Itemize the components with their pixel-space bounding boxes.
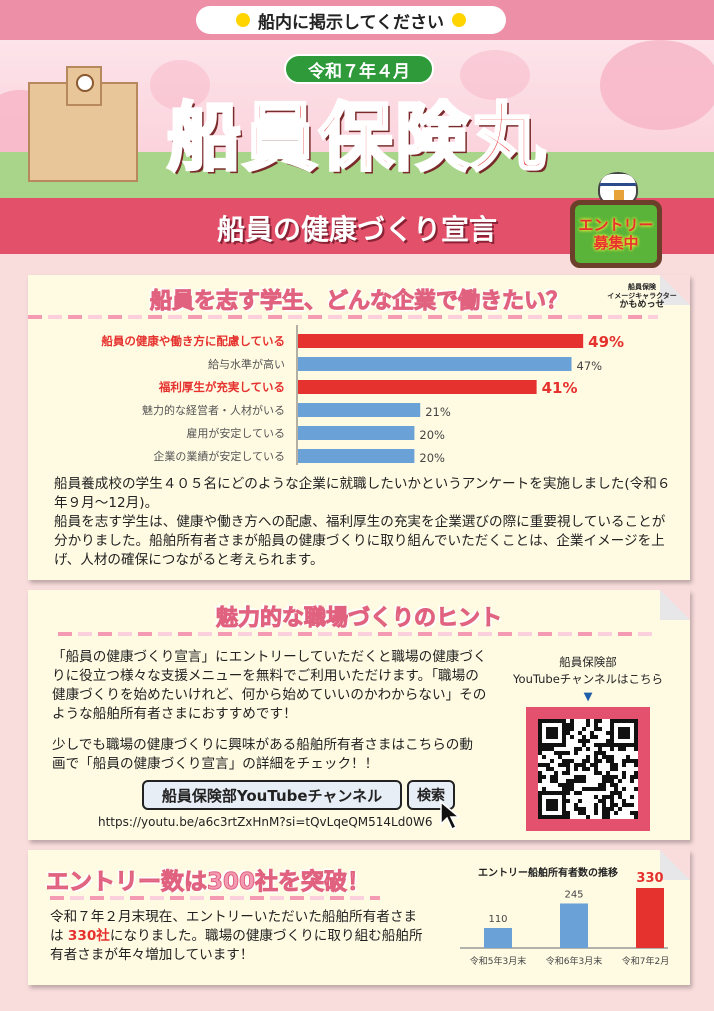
survey-title: 船員を志す学生、どんな企業で働きたい？: [149, 289, 568, 315]
dashed-divider: [28, 315, 658, 319]
header-illustration: 令和７年４月 船員保険丸: [0, 40, 714, 198]
entry-sign-line2: 募集中: [593, 234, 639, 252]
bar: [298, 403, 421, 417]
yellow-dot-icon: [451, 13, 466, 27]
survey-paragraph-1: 船員養成校の学生４０５名にどのような企業に就職したいかというアンケートを実施しま…: [54, 476, 671, 511]
credit-line: イメージキャラクター: [607, 292, 677, 300]
cherry-blossom-icon: [150, 60, 210, 110]
value-label: 41%: [542, 379, 578, 397]
qr-code[interactable]: [538, 719, 638, 819]
credit-line: かもめっせ: [619, 300, 665, 310]
survey-card: 船員を志す学生、どんな企業で働きたい？ 船員保険 イメージキャラクター かもめっ…: [28, 275, 690, 580]
dashed-divider: [50, 896, 380, 900]
category-label: 給与水準が高い: [208, 357, 285, 371]
qr-caption: 船員保険部 YouTubeチャンネルはこちら ▼: [498, 654, 678, 705]
category-label: 船員の健康や働き方に配慮している: [101, 334, 285, 348]
cherry-blossom-icon: [460, 50, 530, 100]
entry-count-highlight: 330社: [67, 928, 110, 944]
value-label: 110: [488, 914, 507, 925]
folded-corner: [660, 275, 690, 305]
hint-paragraph-2: 少しでも職場の健康づくりに興味がある船舶所有者さまはこちらの動画で「船員の健康づ…: [52, 737, 473, 772]
bar: [298, 426, 415, 440]
bar: [298, 357, 572, 371]
youtube-url[interactable]: https://youtu.be/a6c3rtZxHnM?si=tQvLqeQM…: [98, 815, 433, 829]
cursor-icon: [440, 800, 462, 831]
bar: [298, 449, 415, 463]
chart-title: エントリー船舶所有者数の推移: [478, 866, 618, 879]
bar: [636, 888, 664, 948]
yellow-dot-icon: [236, 13, 250, 27]
mascot-credit: 船員保険 イメージキャラクター かもめっせ: [602, 283, 682, 310]
clock-icon: [76, 74, 94, 92]
entry-count-paragraph: 令和７年２月末現在、エントリーいただいた船舶所有者さまは 330社になりました。…: [50, 908, 430, 965]
school-building-icon: [28, 82, 138, 182]
credit-line: 船員保険: [628, 283, 656, 291]
category-label: 令和6年3月末: [546, 955, 602, 967]
newsletter-title: 船員保険丸: [166, 94, 547, 183]
category-label: 令和7年2月末: [622, 955, 668, 967]
entry-count-title: エントリー数は300社を突破！: [45, 869, 370, 896]
qr-code-frame: [526, 707, 650, 831]
subtitle: 船員の健康づくり宣言: [216, 213, 497, 246]
bar: [484, 928, 512, 948]
value-label: 245: [564, 889, 583, 900]
category-label: 魅力的な経営者・人材がいる: [142, 403, 285, 417]
qr-caption-line2: YouTubeチャンネルはこちら: [513, 672, 663, 686]
category-label: 令和5年3月末: [470, 955, 526, 967]
value-label: 20%: [419, 428, 445, 442]
hint-card: 魅力的な職場づくりのヒント 「船員の健康づくり宣言」にエントリーしていただくと職…: [28, 590, 690, 840]
text: になりました。職場の健康づくりに取り組む船舶所有者さまが年々増加しています！: [50, 928, 423, 963]
notice-text: 船内に掲示してください: [258, 12, 444, 33]
category-label: 雇用が安定している: [186, 426, 285, 440]
folded-corner: [660, 590, 690, 620]
value-label: 49%: [588, 333, 624, 351]
notice-pill: 船内に掲示してください: [196, 6, 506, 34]
clock-tower-icon: [66, 66, 102, 106]
arrow-down-icon: ▼: [583, 689, 593, 703]
dashed-divider: [58, 632, 658, 636]
issue-date: 令和７年４月: [284, 54, 434, 84]
value-label: 20%: [419, 451, 445, 465]
category-label: 企業の業績が安定している: [153, 449, 285, 463]
entry-sign: エントリー 募集中: [570, 200, 662, 268]
top-band: 船内に掲示してください: [0, 0, 714, 40]
entry-count-card: エントリー数は300社を突破！ 令和７年２月末現在、エントリーいただいた船舶所有…: [28, 850, 690, 985]
bar: [560, 903, 588, 948]
survey-paragraph-2: 船員を志す学生は、健康や働き方への配慮、福利厚生の充実を企業選びの際に重要視して…: [54, 514, 666, 568]
bar: [298, 334, 584, 348]
folded-corner: [660, 850, 690, 880]
value-label: 47%: [577, 359, 603, 373]
cherry-tree-icon: [600, 40, 714, 130]
hint-paragraph-1: 「船員の健康づくり宣言」にエントリーしていただくと職場の健康づくりに役立つ様々な…: [52, 649, 487, 722]
bar: [298, 380, 537, 394]
hint-title: 魅力的な職場づくりのヒント: [215, 606, 502, 632]
youtube-search-box[interactable]: 船員保険部YouTubeチャンネル: [142, 780, 402, 810]
qr-caption-line1: 船員保険部: [559, 655, 617, 669]
text: 令和７年２月末現在、エントリーいただいた船舶所有者さまは: [50, 909, 418, 944]
search-button[interactable]: 検索: [407, 780, 455, 810]
entry-sign-line1: エントリー: [578, 216, 654, 234]
category-label: 福利厚生が充実している: [158, 380, 285, 394]
value-label: 21%: [425, 405, 451, 419]
value-label: 330: [636, 871, 663, 886]
entry-trend-chart: エントリー船舶所有者数の推移 110 令和5年3月末 245 令和6年3月末 330 令和7…: [460, 866, 668, 967]
survey-bar-chart: 船員の健康や働き方に配慮している 49% 給与水準が高い 47% 福利厚生が充実している…: [101, 325, 624, 465]
